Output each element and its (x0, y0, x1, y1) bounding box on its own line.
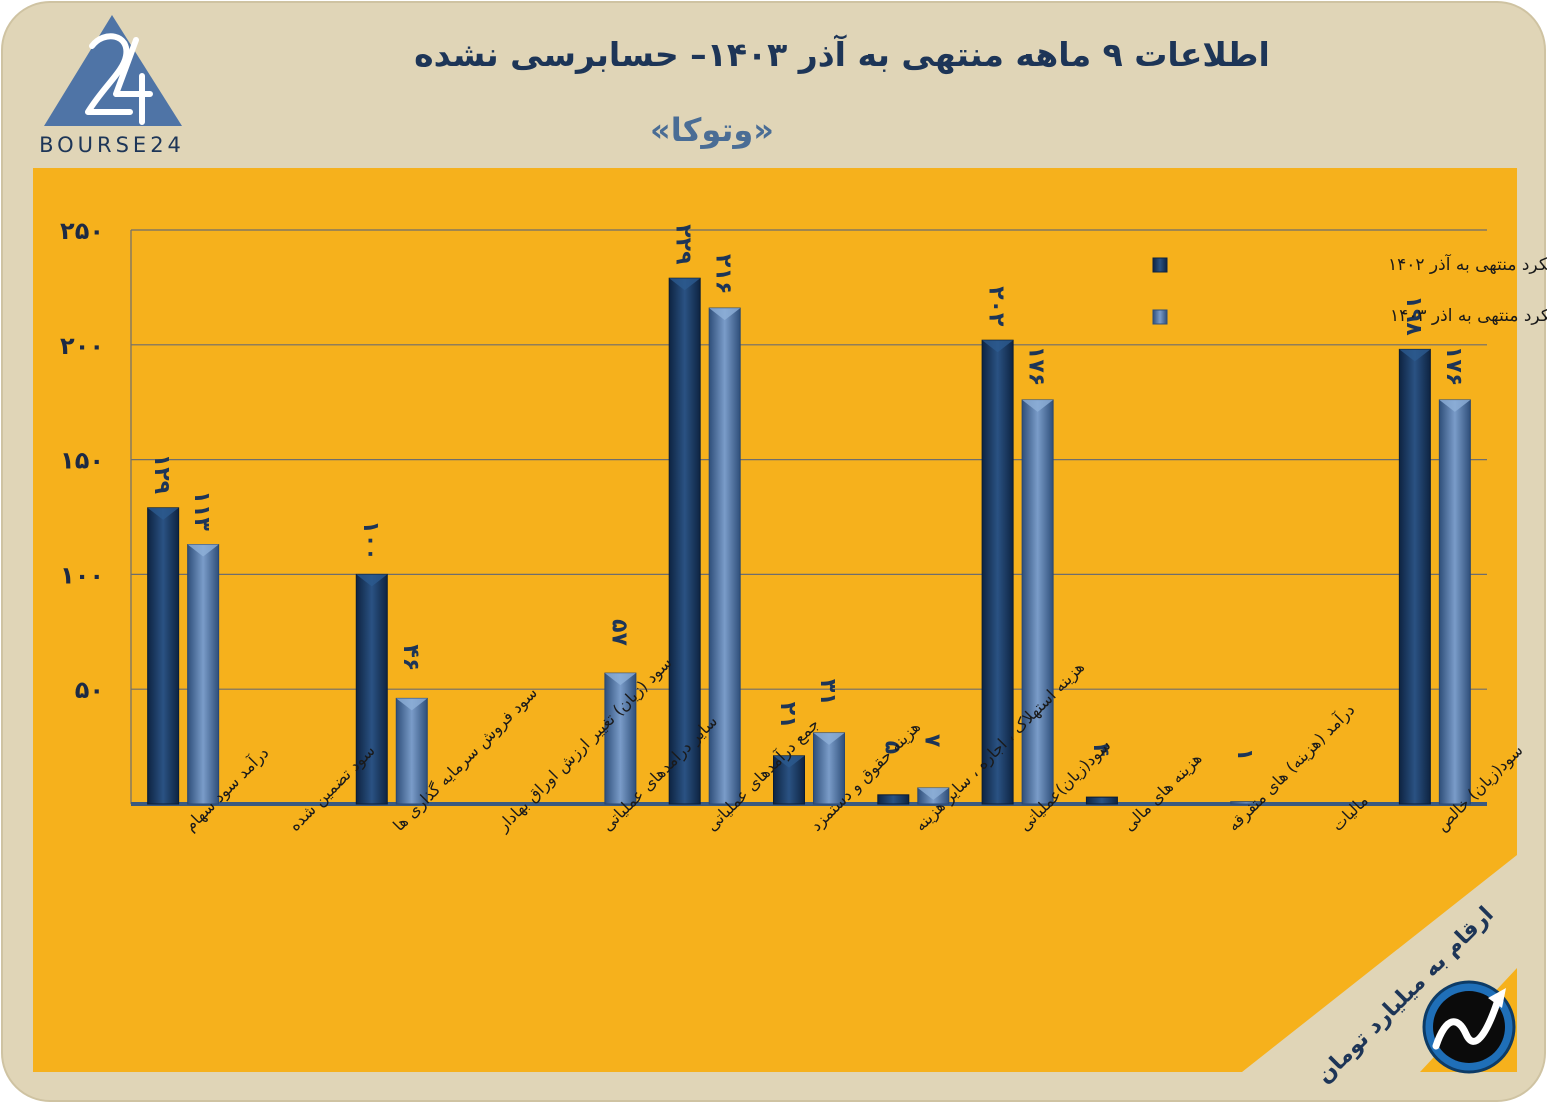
y-tick-label: ۲۰۰ (60, 332, 104, 360)
bar-cap (604, 673, 636, 686)
bar-cap (669, 278, 701, 291)
bar-value-label: ۵ (879, 741, 904, 754)
bar-value-label: ۱۷۶ (1024, 346, 1049, 386)
bar-value-label: ۲۰۲ (984, 286, 1009, 327)
bar-value-label: ۵۷ (606, 619, 631, 646)
bar-value-label: ۲۱۶ (711, 254, 736, 294)
bar-cap (813, 732, 845, 745)
bar-cap (773, 755, 805, 768)
bar-value-label: ۱۲۹ (149, 454, 174, 494)
bar-cap (982, 340, 1014, 353)
bar-cap (917, 787, 949, 800)
bar-1402 (981, 339, 1014, 805)
bar-value-label: ۲۱ (775, 702, 800, 729)
bar-1403 (187, 544, 220, 805)
logo-digit-two-icon (85, 33, 133, 115)
bar-cap (147, 507, 179, 520)
bar-value-label: ۱۰۰ (358, 520, 383, 560)
y-tick-label: ۱۰۰ (60, 561, 104, 589)
bar-value-label: ۱۹۸ (1401, 295, 1426, 336)
bar-1403 (1230, 801, 1263, 805)
bar-value-label: ۴۶ (398, 644, 423, 671)
legend-swatch-1403 (1152, 309, 1168, 325)
bar-cap (709, 308, 741, 321)
bar-1403 (1438, 399, 1471, 805)
bar-1402 (668, 277, 701, 805)
bar-cap (1439, 399, 1471, 412)
bar-1402 (1398, 348, 1431, 805)
y-axis-ticks: ۵۰ ۱۰۰ ۱۵۰ ۲۰۰ ۲۵۰ (60, 217, 104, 704)
legend-label-1403: عملکرد منتهی به اذر ۱۴۰۳ (1390, 306, 1547, 326)
legend-swatch-1402 (1152, 257, 1168, 273)
y-tick-label: ۲۵۰ (60, 217, 104, 245)
bar-value-label: ۴ (1088, 743, 1113, 756)
chart-panel (33, 168, 1517, 1072)
bar-cap (396, 698, 428, 711)
logo-digit-four-icon (113, 37, 153, 125)
y-tick-label: ۵۰ (75, 676, 104, 704)
bourse24-logo: BOURSE24 (39, 15, 185, 157)
bar-value-label: ۱۷۶ (1441, 346, 1466, 386)
bar-value-label: ۷ (919, 734, 944, 748)
bar-value-label: ۲۲۹ (671, 224, 696, 264)
bar-1402 (1085, 796, 1118, 805)
bar-1403 (604, 672, 637, 805)
bar-value-label: ۱۱۳ (189, 491, 214, 532)
trend-badge-icon (1422, 980, 1516, 1074)
legend-label-1402: عملکرد منتهی به آذر ۱۴۰۲ (1388, 253, 1547, 275)
chart-title: اطلاعات ۹ ماهه منتهی به آذر ۱۴۰۳– حسابرس… (414, 34, 1270, 75)
chart-subtitle: «وتوکا» (650, 111, 774, 149)
bar-value-label: ۳۱ (815, 679, 840, 706)
bar-1402 (147, 507, 180, 805)
bars (147, 277, 1471, 805)
bar-cap (187, 544, 219, 557)
bar-1403 (708, 307, 741, 805)
logo-text: BOURSE24 (39, 133, 185, 157)
bar-cap (1399, 349, 1431, 362)
bar-cap (1022, 399, 1054, 412)
bar-cap (356, 574, 388, 587)
bar-1402 (355, 573, 388, 805)
y-tick-label: ۱۵۰ (60, 447, 104, 475)
bar-1402 (877, 794, 910, 805)
logo-triangle-icon (44, 15, 182, 126)
bar-1403 (1021, 399, 1054, 805)
bar-1402 (773, 755, 805, 805)
legend: عملکرد منتهی به آذر ۱۴۰۲ عملکرد منتهی به… (1152, 253, 1547, 326)
bar-1403 (395, 697, 428, 805)
bar-value-label: ۱ (1232, 748, 1257, 761)
